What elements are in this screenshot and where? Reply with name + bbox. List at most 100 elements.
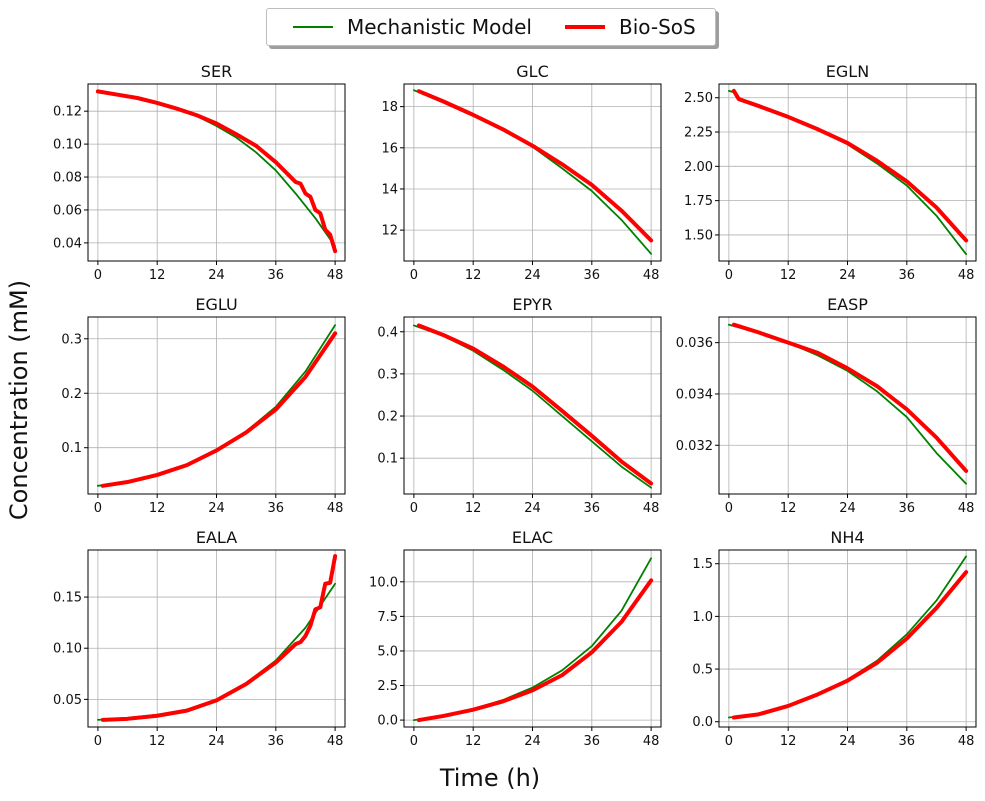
y-tick-label: 0.2 xyxy=(377,410,398,425)
y-tick-label: 2.50 xyxy=(684,91,713,106)
subplot-ser: 0 12 24 36 48 0.04 0.06 0.08 0.10 0.12 SER xyxy=(53,62,346,283)
x-tick-label: 0 xyxy=(410,734,418,749)
y-tick-label: 14 xyxy=(381,182,398,197)
subplot-easp: 0 12 24 36 48 0.032 0.034 0.036 EASP xyxy=(676,295,977,516)
y-tick-label: 7.5 xyxy=(377,610,398,625)
x-tick-label: 36 xyxy=(584,734,601,749)
x-tick-label: 0 xyxy=(94,734,102,749)
series-line-bio-sos xyxy=(731,88,969,243)
series-line-bio-sos xyxy=(731,570,969,720)
y-tick-label: 1.50 xyxy=(684,228,713,243)
x-tick-label: 12 xyxy=(149,268,166,283)
x-tick-label: 48 xyxy=(643,734,660,749)
x-tick-label: 0 xyxy=(725,268,733,283)
y-tick-label: 0.3 xyxy=(377,367,398,382)
series-line-bio-sos xyxy=(100,331,338,488)
y-tick-label: 0.036 xyxy=(676,336,713,351)
x-tick-label: 24 xyxy=(524,268,541,283)
y-tick-label: 2.25 xyxy=(684,126,713,141)
y-tick-label: 2.00 xyxy=(684,160,713,175)
x-tick-label: 48 xyxy=(958,734,975,749)
y-tick-label: 0.2 xyxy=(61,387,82,402)
legend-label-sos: Bio-SoS xyxy=(619,15,696,39)
subplot-eglu: 0 12 24 36 48 0.1 0.2 0.3 EGLU xyxy=(61,295,346,516)
x-tick-label: 0 xyxy=(410,501,418,516)
series-line-bio-sos xyxy=(416,578,654,723)
y-tick-label: 1.0 xyxy=(692,610,713,625)
y-tick-label: 0.1 xyxy=(61,441,82,456)
y-tick-label: 0.12 xyxy=(53,105,82,120)
x-tick-label: 0 xyxy=(94,268,102,283)
legend-swatch-model xyxy=(293,26,333,28)
subplot-title: EASP xyxy=(827,295,868,314)
subplot-title: EGLU xyxy=(195,295,237,314)
subplot-elac: 0 12 24 36 48 0.0 2.5 5.0 7.5 10.0 ELAC xyxy=(369,528,662,749)
x-tick-label: 24 xyxy=(208,268,225,283)
y-tick-label: 0.10 xyxy=(53,642,82,657)
y-tick-label: 18 xyxy=(381,100,398,115)
subplot-epyr: 0 12 24 36 48 0.1 0.2 0.3 0.4 EPYR xyxy=(377,295,662,516)
y-tick-label: 0.10 xyxy=(53,138,82,153)
x-tick-label: 48 xyxy=(327,268,344,283)
y-tick-label: 0.4 xyxy=(377,325,398,340)
x-tick-label: 48 xyxy=(958,268,975,283)
y-tick-label: 0.5 xyxy=(692,663,713,678)
subplot-nh4: 0 12 24 36 48 0.0 0.5 1.0 1.5 NH4 xyxy=(692,528,977,749)
x-tick-label: 48 xyxy=(643,268,660,283)
x-tick-label: 36 xyxy=(899,734,916,749)
legend-item-sos: Bio-SoS xyxy=(565,15,696,39)
y-tick-label: 0.08 xyxy=(53,171,82,186)
y-tick-label: 5.0 xyxy=(377,644,398,659)
series-line-bio-sos xyxy=(731,322,969,473)
y-tick-label: 0.032 xyxy=(676,439,713,454)
y-tick-label: 2.5 xyxy=(377,679,398,694)
y-tick-label: 0.0 xyxy=(692,715,713,730)
subplot-title: GLC xyxy=(516,62,548,81)
x-tick-label: 24 xyxy=(524,734,541,749)
x-tick-label: 48 xyxy=(327,501,344,516)
x-tick-label: 24 xyxy=(208,501,225,516)
legend-label-model: Mechanistic Model xyxy=(347,15,532,39)
x-tick-label: 12 xyxy=(465,734,482,749)
series-line-bio-sos xyxy=(416,89,654,243)
x-tick-label: 12 xyxy=(465,268,482,283)
x-tick-label: 48 xyxy=(958,501,975,516)
x-tick-label: 0 xyxy=(725,501,733,516)
x-tick-label: 36 xyxy=(268,734,285,749)
subplot-title: ELAC xyxy=(512,528,553,547)
subplot-title: NH4 xyxy=(830,528,864,547)
x-tick-label: 24 xyxy=(208,734,225,749)
subplot-title: EPYR xyxy=(512,295,552,314)
subplot-title: EGLN xyxy=(826,62,869,81)
series-line-bio-sos xyxy=(95,89,338,254)
legend-swatch-sos xyxy=(565,25,605,29)
x-tick-label: 48 xyxy=(643,501,660,516)
subplot-title: EALA xyxy=(196,528,237,547)
x-tick-label: 36 xyxy=(899,501,916,516)
x-tick-label: 12 xyxy=(780,268,797,283)
x-tick-label: 0 xyxy=(725,734,733,749)
y-tick-label: 0.1 xyxy=(377,452,398,467)
y-tick-label: 16 xyxy=(381,141,398,156)
x-tick-label: 24 xyxy=(839,734,856,749)
subplot-glc: 0 12 24 36 48 12 14 16 18 GLC xyxy=(381,62,662,283)
y-axis-label: Concentration (mM) xyxy=(5,279,33,521)
x-tick-label: 36 xyxy=(899,268,916,283)
x-tick-label: 36 xyxy=(584,501,601,516)
y-tick-label: 0.06 xyxy=(53,203,82,218)
series-line-bio-sos xyxy=(100,554,338,722)
x-tick-label: 24 xyxy=(524,501,541,516)
x-tick-label: 12 xyxy=(780,501,797,516)
x-axis-label: Time (h) xyxy=(439,764,541,792)
y-tick-label: 0.3 xyxy=(61,332,82,347)
y-tick-label: 1.5 xyxy=(692,557,713,572)
y-tick-label: 0.034 xyxy=(676,387,713,402)
y-tick-label: 0.04 xyxy=(53,236,82,251)
y-tick-label: 0.15 xyxy=(53,591,82,606)
y-tick-label: 12 xyxy=(381,224,398,239)
x-tick-label: 36 xyxy=(584,268,601,283)
x-tick-label: 12 xyxy=(149,734,166,749)
series-line-bio-sos xyxy=(416,323,654,486)
y-tick-label: 10.0 xyxy=(369,575,398,590)
